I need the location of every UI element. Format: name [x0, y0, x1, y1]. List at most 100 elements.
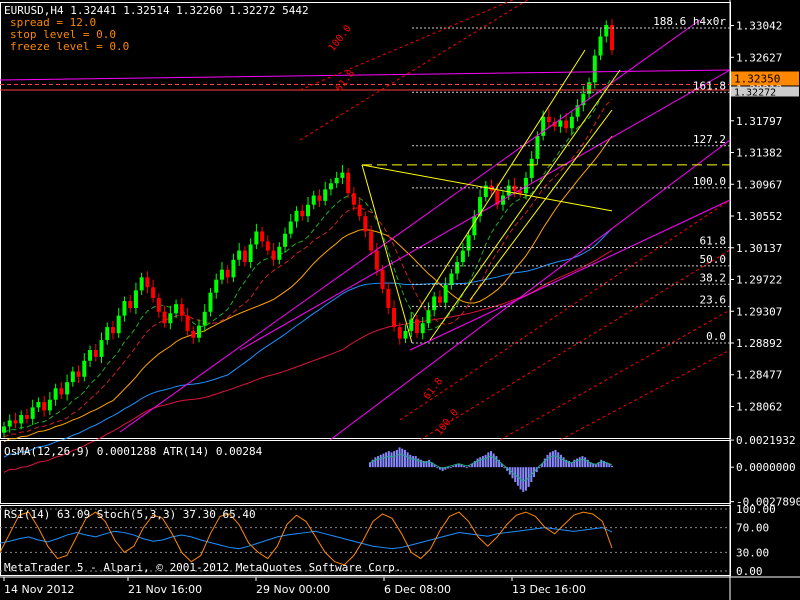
osma-bar [484, 454, 487, 468]
osma-bar [422, 461, 425, 468]
osma-bar [430, 462, 433, 468]
candle-body [122, 301, 127, 316]
candle-body [369, 231, 374, 251]
candle-body [443, 285, 448, 303]
osma-bar [473, 461, 476, 468]
candle-body [260, 231, 265, 242]
candle-body [523, 177, 528, 194]
candle-body [13, 420, 18, 424]
candle-body [208, 292, 213, 312]
candle-body [478, 197, 483, 217]
fibo-fan-label: 100.0 [327, 23, 354, 53]
osma-bar [390, 452, 393, 468]
candle-body [483, 185, 488, 198]
price-tick-label: 1.32627 [736, 51, 782, 64]
price-tick-label: 1.31382 [736, 147, 782, 160]
osma-bar [441, 467, 444, 471]
watermark-text: MetaTrader 5 - Alpari, © 2001-2012 MetaQ… [4, 561, 401, 574]
osma-bar [409, 454, 412, 468]
osma-bar [608, 463, 611, 468]
candle-body [363, 216, 368, 232]
candle-body [2, 426, 6, 433]
osma-bar [562, 457, 565, 468]
candle-body [179, 304, 184, 316]
candle-body [466, 235, 471, 251]
osma-bar [597, 462, 600, 468]
fibo-level-label: 50.0 [700, 253, 727, 266]
candle-body [426, 310, 431, 324]
candle-body [191, 330, 196, 338]
price-tick-label: 1.30137 [736, 242, 782, 255]
osma-bar [541, 463, 544, 468]
fibo-level-label: 161.8 [693, 79, 726, 92]
candle-body [397, 327, 402, 339]
time-tick-label: 13 Dec 16:00 [512, 583, 586, 596]
channel-line [119, 19, 701, 433]
candle-body [294, 210, 299, 222]
candle-body [225, 269, 230, 278]
osma-bar [436, 467, 439, 469]
candle-body [581, 93, 586, 106]
osma-bar [519, 467, 522, 490]
oscillator-title: RSI(14) 63.09 Stoch(5,3,3) 37.30 65.40 [4, 508, 256, 521]
osma-bar [387, 451, 390, 468]
osma-bar [592, 463, 595, 468]
candle-body [116, 315, 121, 334]
osma-bar [570, 462, 573, 468]
price-tick-label: 1.30552 [736, 210, 782, 223]
fibo-trend-line [361, 164, 613, 212]
candle-body [133, 290, 138, 308]
osma-title: OsMA(12,26,9) 0.0001288 ATR(14) 0.00284 [4, 445, 263, 458]
candle-body [380, 269, 385, 289]
candle-body [455, 262, 460, 274]
candle-body [414, 319, 419, 334]
osma-bar [433, 464, 436, 468]
channel-line [0, 69, 731, 81]
candle-body [374, 250, 379, 270]
candle-body [197, 325, 202, 338]
oscillator-panel-frame [0, 505, 731, 576]
fibo-level-label: 188.6 h4x0r [653, 15, 726, 28]
osma-bar [465, 467, 468, 469]
fibo-level-label: 23.6 [700, 293, 727, 306]
candle-body [139, 277, 144, 291]
candle-body [30, 407, 35, 419]
price-tick-label: 1.29722 [736, 274, 782, 287]
candle-body [168, 313, 173, 324]
ma-red-line [3, 98, 613, 438]
stop-level-info: stop level = 0.0 [10, 28, 116, 41]
candle-body [340, 172, 345, 178]
fibo-base-line [361, 164, 413, 344]
candle-body [265, 241, 270, 251]
candle-body [604, 24, 609, 37]
candle-body [323, 189, 328, 201]
osma-bar [584, 457, 587, 468]
ma-blue-line [3, 227, 613, 458]
price-tick-label: 1.28892 [736, 337, 782, 350]
candle-body [541, 116, 546, 136]
candle-body [219, 269, 224, 280]
osma-bar [586, 459, 589, 468]
candle-body [99, 340, 104, 357]
osma-bar [452, 465, 455, 468]
candle-body [36, 402, 41, 408]
candle-body [518, 190, 523, 194]
ma-green-line [3, 76, 613, 434]
andrews-pitchfork-line [429, 69, 621, 341]
candle-body [472, 216, 477, 236]
candle-body [271, 250, 276, 260]
candle-body [317, 195, 322, 201]
bid-price-tag [731, 86, 799, 97]
osma-bar [543, 458, 546, 468]
spread-info: spread = 12.0 [10, 16, 96, 29]
candle-body [202, 311, 207, 326]
osma-bar [395, 449, 398, 468]
osma-bar [379, 454, 382, 468]
candle-body [575, 105, 580, 117]
osma-bar [414, 456, 417, 468]
candle-body [357, 204, 362, 217]
price-tick-label: 1.29307 [736, 305, 782, 318]
osma-bar [428, 459, 431, 468]
